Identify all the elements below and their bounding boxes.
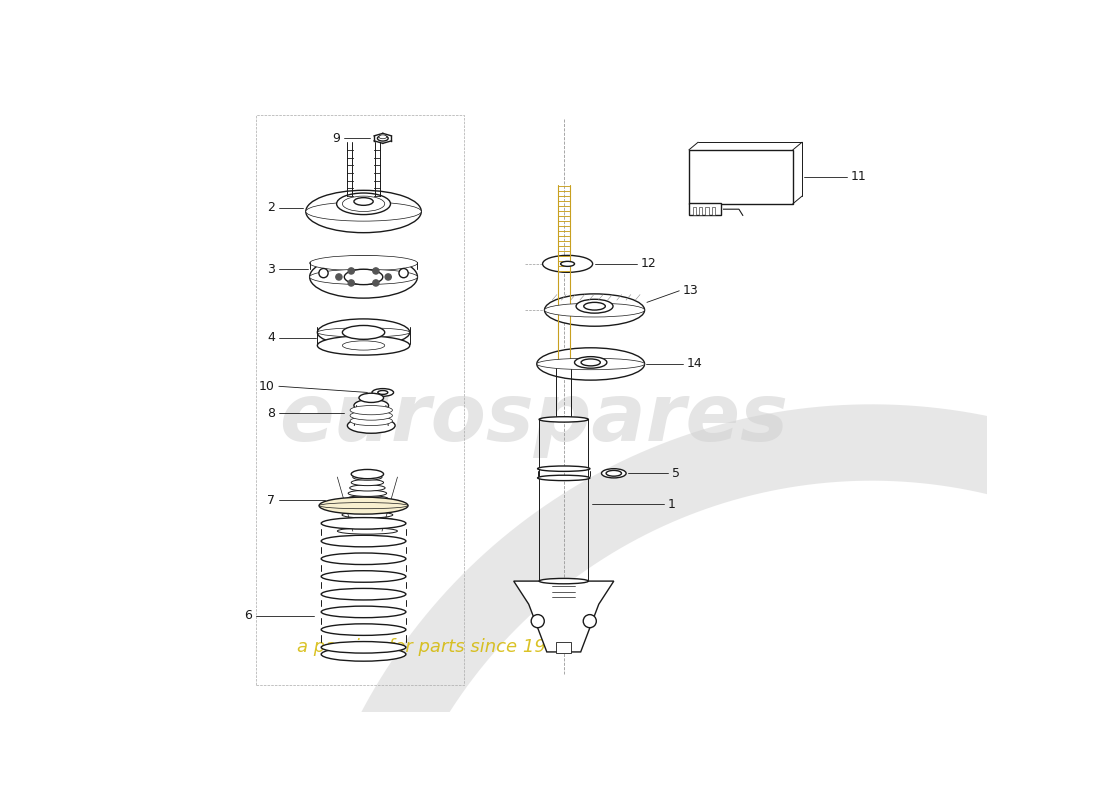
Text: eurospares: eurospares (279, 381, 788, 458)
Text: 12: 12 (640, 258, 657, 270)
Ellipse shape (342, 512, 393, 518)
Text: 7: 7 (267, 494, 275, 506)
Ellipse shape (544, 303, 645, 317)
Ellipse shape (602, 469, 626, 478)
Ellipse shape (317, 336, 409, 355)
Ellipse shape (339, 522, 396, 529)
Text: a passion for parts since 1985: a passion for parts since 1985 (297, 638, 569, 655)
Circle shape (373, 280, 378, 286)
Ellipse shape (544, 294, 645, 326)
Ellipse shape (319, 497, 408, 514)
Ellipse shape (344, 270, 383, 285)
Ellipse shape (321, 647, 406, 661)
Text: 5: 5 (671, 467, 680, 480)
Ellipse shape (353, 474, 382, 480)
Ellipse shape (537, 358, 645, 370)
Ellipse shape (321, 553, 406, 565)
Ellipse shape (321, 624, 406, 635)
Ellipse shape (584, 302, 605, 310)
Text: 14: 14 (686, 358, 703, 370)
Ellipse shape (377, 136, 388, 141)
Ellipse shape (342, 196, 385, 211)
Text: 10: 10 (260, 380, 275, 393)
Polygon shape (514, 581, 614, 652)
Text: 3: 3 (267, 262, 275, 276)
Ellipse shape (561, 262, 574, 266)
Ellipse shape (574, 357, 607, 368)
Circle shape (348, 268, 354, 274)
Ellipse shape (310, 255, 417, 270)
Ellipse shape (350, 406, 393, 414)
Circle shape (583, 614, 596, 628)
Ellipse shape (321, 518, 406, 529)
Ellipse shape (538, 466, 590, 471)
Circle shape (385, 274, 392, 280)
Ellipse shape (576, 299, 613, 313)
Ellipse shape (537, 348, 645, 380)
Ellipse shape (342, 341, 385, 350)
Ellipse shape (377, 390, 388, 394)
Text: 13: 13 (683, 284, 698, 298)
Circle shape (399, 269, 408, 278)
Text: 8: 8 (267, 406, 275, 420)
Bar (556, 642, 572, 654)
Ellipse shape (351, 470, 384, 478)
Ellipse shape (606, 470, 621, 476)
Ellipse shape (354, 399, 388, 412)
Bar (712, 207, 715, 214)
Ellipse shape (542, 255, 593, 272)
Ellipse shape (359, 394, 384, 402)
Text: 6: 6 (244, 610, 252, 622)
Ellipse shape (348, 418, 395, 434)
Circle shape (348, 280, 354, 286)
Ellipse shape (556, 360, 572, 363)
Ellipse shape (317, 319, 409, 346)
Ellipse shape (342, 326, 385, 339)
Text: 4: 4 (267, 331, 275, 344)
Ellipse shape (350, 485, 385, 491)
Ellipse shape (350, 416, 393, 426)
Circle shape (319, 269, 328, 278)
Bar (689, 203, 722, 215)
Ellipse shape (310, 270, 417, 285)
Text: 1: 1 (668, 498, 675, 510)
Ellipse shape (321, 535, 406, 547)
Ellipse shape (321, 642, 406, 653)
Circle shape (373, 268, 378, 274)
Ellipse shape (337, 193, 390, 214)
Ellipse shape (310, 256, 417, 298)
Ellipse shape (539, 578, 588, 584)
Bar (689, 150, 793, 204)
Ellipse shape (317, 328, 409, 337)
Ellipse shape (538, 475, 590, 481)
Ellipse shape (306, 202, 421, 221)
Ellipse shape (378, 135, 387, 138)
Text: 2: 2 (267, 201, 275, 214)
Ellipse shape (351, 479, 384, 486)
Text: 9: 9 (332, 132, 341, 145)
Ellipse shape (306, 190, 421, 233)
Ellipse shape (338, 528, 397, 534)
Ellipse shape (321, 606, 406, 618)
Ellipse shape (341, 517, 394, 523)
Ellipse shape (345, 501, 389, 507)
Ellipse shape (321, 589, 406, 600)
Ellipse shape (372, 389, 394, 396)
Ellipse shape (346, 496, 388, 502)
Ellipse shape (343, 506, 392, 513)
Ellipse shape (348, 490, 387, 496)
Ellipse shape (581, 359, 601, 366)
Text: 11: 11 (850, 170, 867, 183)
Bar (700, 207, 703, 214)
Ellipse shape (350, 411, 393, 420)
Ellipse shape (539, 417, 588, 422)
Ellipse shape (321, 570, 406, 582)
Bar (705, 207, 708, 214)
Ellipse shape (354, 198, 373, 206)
Ellipse shape (556, 418, 572, 422)
Bar (693, 207, 696, 214)
Circle shape (336, 274, 342, 280)
Circle shape (531, 614, 544, 628)
Ellipse shape (319, 502, 408, 509)
